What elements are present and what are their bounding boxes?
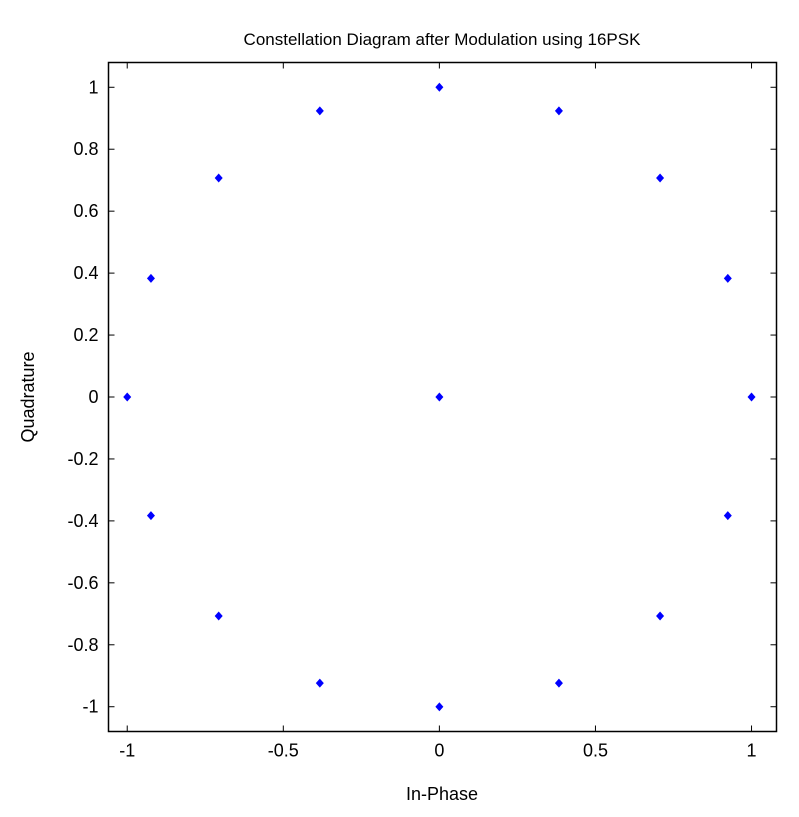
x-tick-label: -0.5 xyxy=(268,741,299,761)
x-tick-label: 1 xyxy=(747,741,757,761)
y-tick-label: -1 xyxy=(82,697,98,717)
constellation-point xyxy=(554,678,563,688)
constellation-point xyxy=(435,82,444,92)
y-tick-label: 0.6 xyxy=(73,201,98,221)
constellation-point xyxy=(146,511,155,521)
constellation-point xyxy=(435,392,444,402)
y-tick-label: -0.8 xyxy=(67,635,98,655)
y-tick-label: -0.2 xyxy=(67,449,98,469)
constellation-point xyxy=(214,611,223,621)
y-axis-label: Quadrature xyxy=(18,351,38,442)
x-tick-label: -1 xyxy=(119,741,135,761)
constellation-point xyxy=(435,702,444,712)
constellation-point xyxy=(656,173,665,183)
constellation-point xyxy=(315,106,324,116)
y-tick-label: -0.6 xyxy=(67,573,98,593)
y-tick-label: 0.2 xyxy=(73,325,98,345)
x-tick-label: 0.5 xyxy=(583,741,608,761)
constellation-point xyxy=(123,392,132,402)
constellation-point xyxy=(723,511,732,521)
y-tick-label: 0.4 xyxy=(73,263,98,283)
y-tick-label: 0.8 xyxy=(73,139,98,159)
constellation-point xyxy=(656,611,665,621)
constellation-point xyxy=(723,273,732,283)
y-tick-label: 1 xyxy=(88,77,98,97)
constellation-point xyxy=(214,173,223,183)
y-tick-label: -0.4 xyxy=(67,511,98,531)
constellation-point xyxy=(554,106,563,116)
chart-title: Constellation Diagram after Modulation u… xyxy=(244,30,642,49)
constellation-point xyxy=(747,392,756,402)
y-tick-label: 0 xyxy=(88,387,98,407)
constellation-point xyxy=(315,678,324,688)
constellation-point xyxy=(146,273,155,283)
x-axis-label: In-Phase xyxy=(406,784,478,804)
plot-area xyxy=(107,61,778,733)
x-tick-label: 0 xyxy=(434,741,444,761)
